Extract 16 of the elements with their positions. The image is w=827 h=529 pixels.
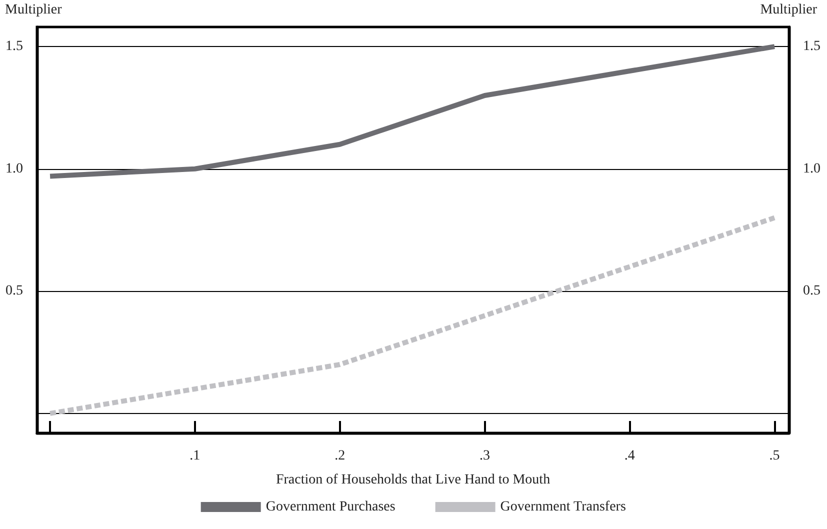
y2-tick-label: 1.0	[803, 161, 820, 176]
x-tick-label: .4	[624, 448, 635, 464]
y-tick-label: 1.5	[6, 39, 23, 54]
y-tick-label: 0.5	[6, 284, 23, 299]
y-tick-label: 1.0	[6, 161, 23, 176]
x-tick-label: .2	[334, 448, 346, 464]
y2-axis-title: Multiplier	[760, 2, 818, 18]
x-axis-title: Fraction of Households that Live Hand to Mouth	[276, 472, 550, 488]
x-tick-label: .5	[769, 448, 780, 464]
y2-tick-label: 1.5	[803, 39, 820, 54]
y-axis-title: Multiplier	[5, 2, 62, 18]
x-tick-label: .3	[479, 448, 490, 464]
y2-tick-label: 0.5	[803, 284, 820, 299]
x-tick-label: .1	[190, 448, 200, 464]
legend-label: Government Transfers	[500, 500, 626, 514]
legend-label: Government Purchases	[266, 500, 396, 514]
